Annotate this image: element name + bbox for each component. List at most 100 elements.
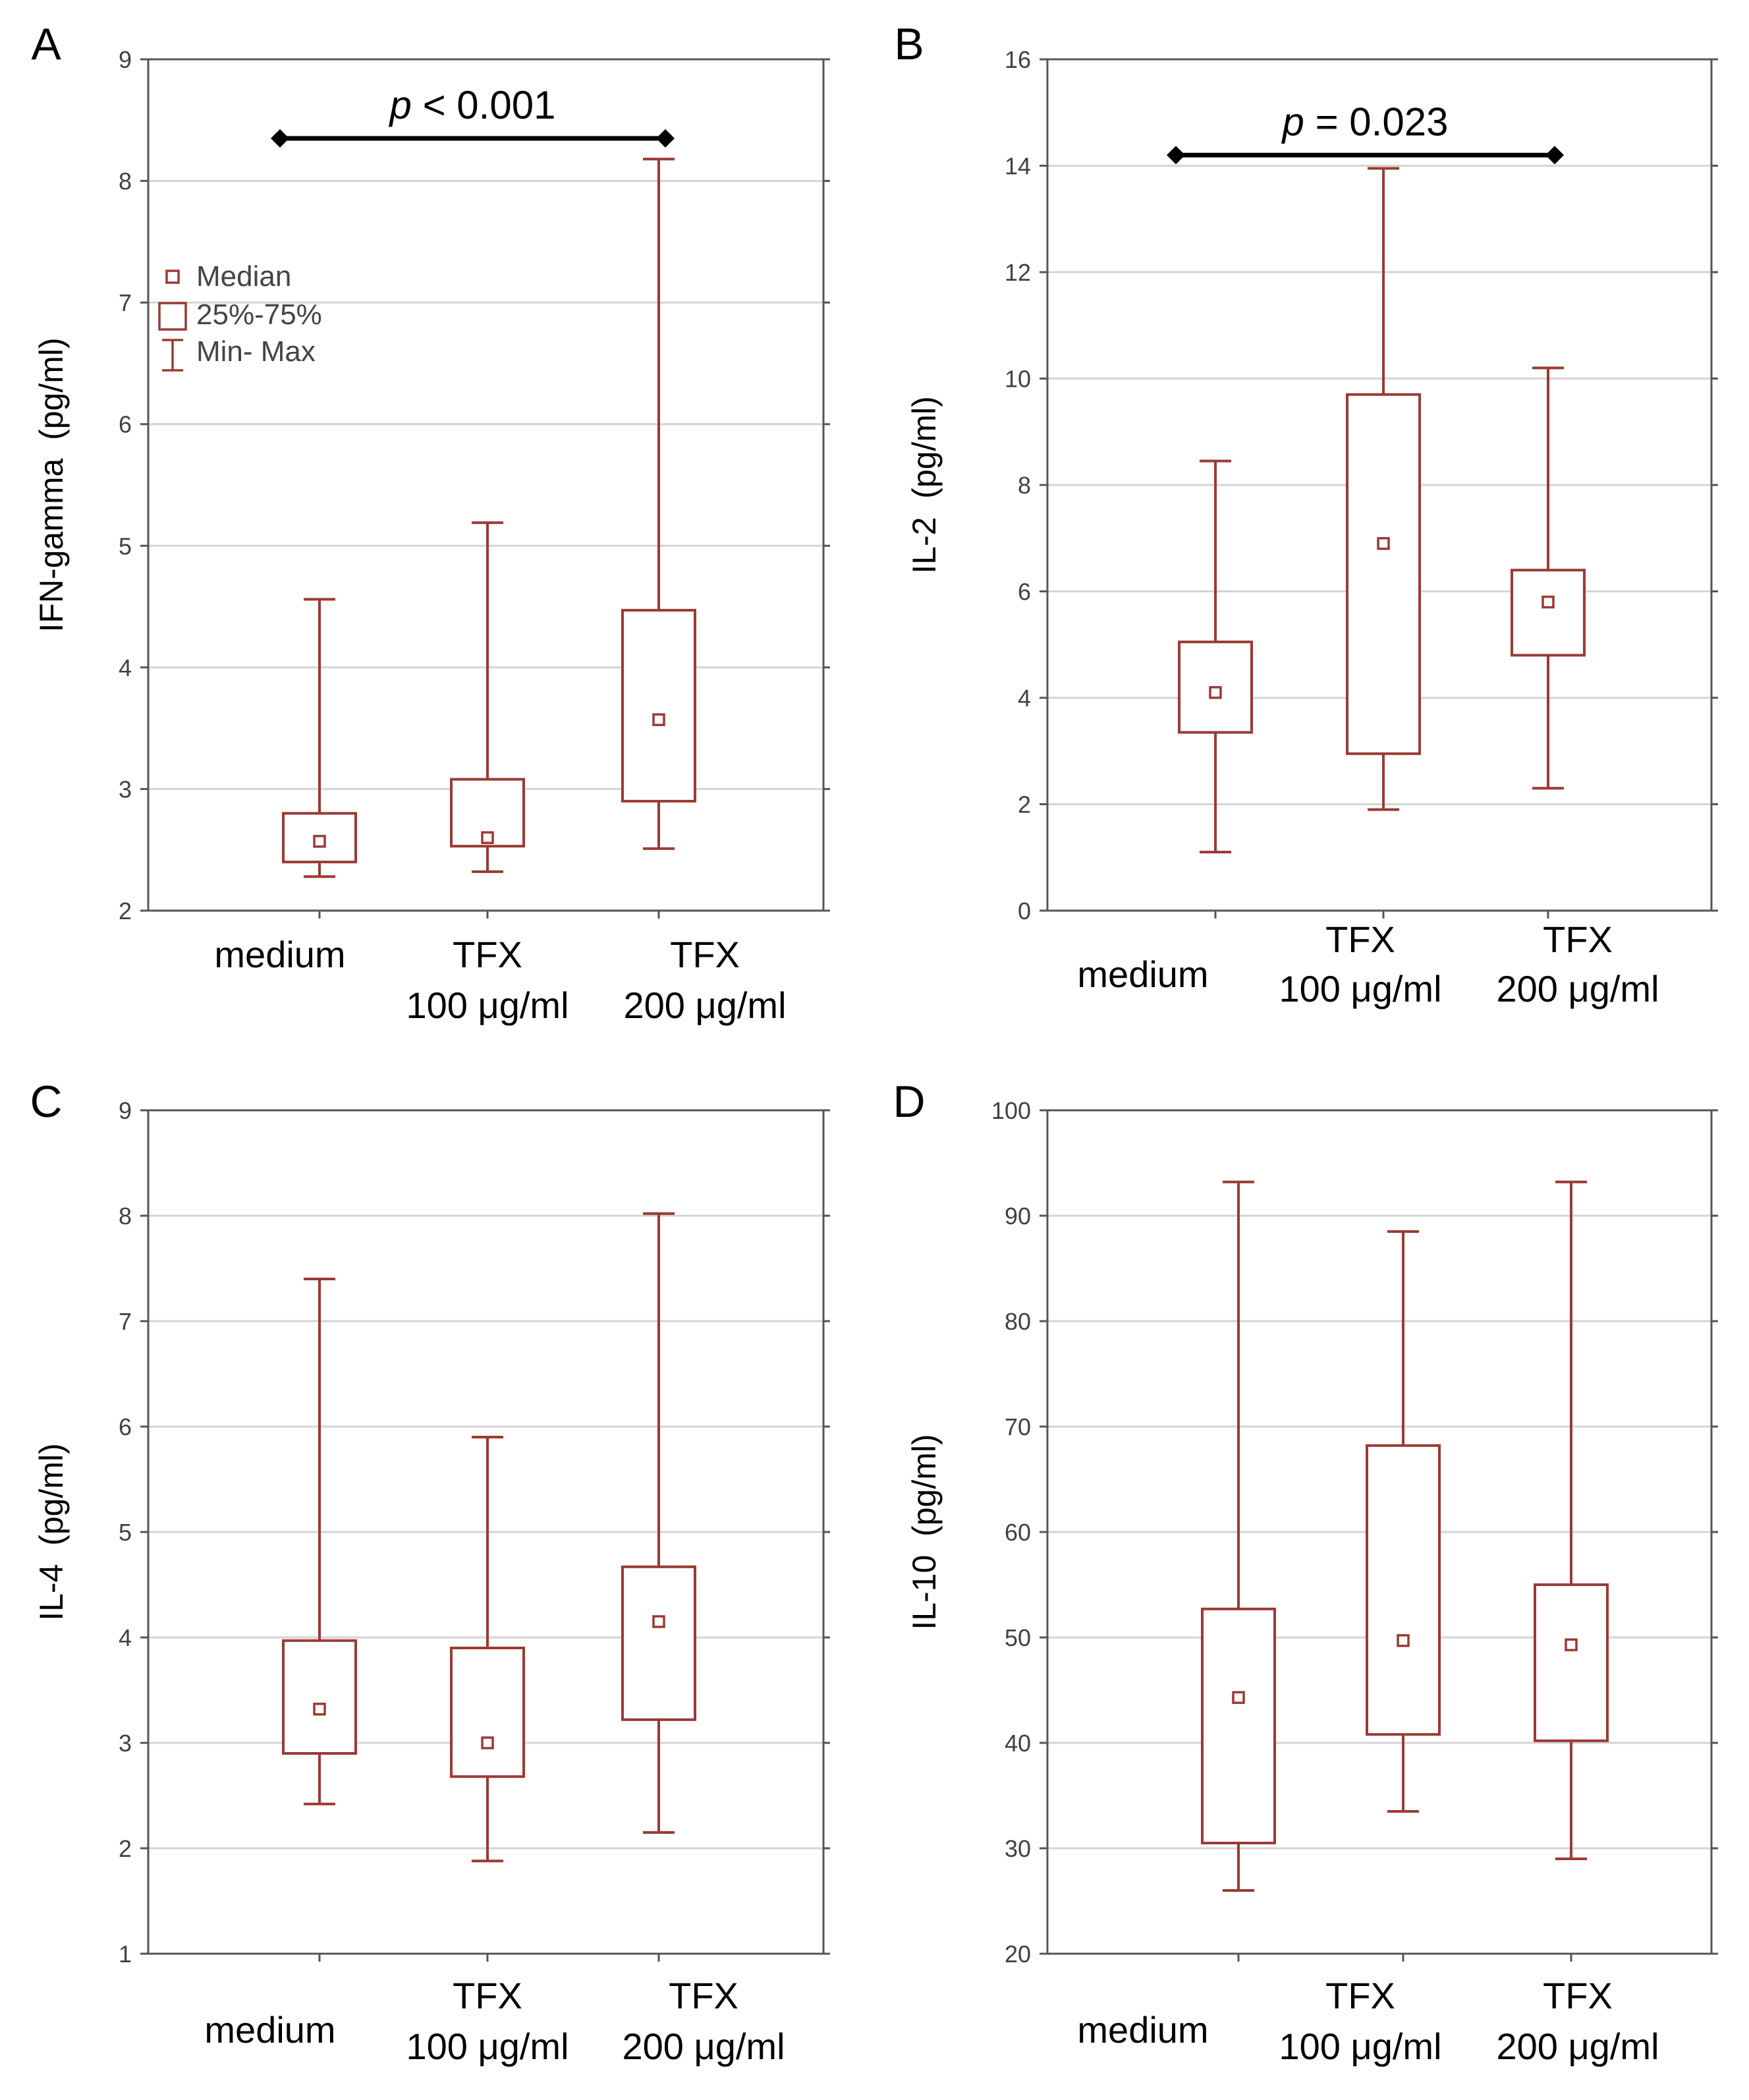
significance-bracket: p < 0.001 [271, 83, 675, 148]
category-label: TFX [1325, 919, 1395, 960]
legend-median-label: Median [196, 260, 291, 293]
panel-c: C 1 2 3 4 5 6 7 8 9 IL-4 (pg/ml) medium TFX 100 μg/ml… [30, 1077, 830, 2067]
significance-end-left [271, 128, 289, 148]
y-tick-label: 10 [1005, 366, 1031, 393]
iqr-box [621, 609, 696, 803]
median-marker [313, 835, 326, 848]
category-label: TFX [670, 934, 740, 975]
y-tick-label: 14 [1005, 153, 1031, 180]
category-label: medium [214, 934, 345, 975]
category-label: 100 μg/ml [406, 984, 569, 1026]
significance-end-right [656, 128, 675, 148]
median-marker [652, 1615, 665, 1628]
p-value-label: p < 0.001 [389, 83, 556, 127]
median-marker [1397, 1634, 1410, 1647]
y-axis-label: IL-2 (pg/ml) [906, 396, 943, 574]
category-label: medium [1077, 953, 1208, 995]
y-tick-label: 60 [1005, 1519, 1031, 1546]
legend-box-label: 25%-75% [196, 298, 322, 331]
y-tick-label: 12 [1005, 259, 1031, 286]
iqr-box [1511, 569, 1586, 657]
median-marker [652, 713, 665, 726]
box-1 [282, 598, 357, 878]
y-axis-label: IL-10 (pg/ml) [906, 1434, 943, 1630]
box-3 [1511, 366, 1586, 790]
legend-box-swatch [158, 302, 187, 331]
y-tick-label: 100 [991, 1097, 1031, 1124]
box-1 [1201, 1180, 1276, 1892]
y-tick-label: 6 [1018, 579, 1031, 606]
y-tick-label: 90 [1005, 1203, 1031, 1230]
category-label: 100 μg/ml [1279, 968, 1441, 1009]
category-label: TFX [1325, 1975, 1395, 2016]
y-tick-label: 4 [1018, 685, 1031, 712]
box-3 [621, 1212, 696, 1834]
median-marker [1541, 595, 1555, 609]
box-2 [450, 1436, 525, 1863]
significance-end-right [1545, 146, 1564, 165]
plot-frame [147, 58, 825, 912]
y-tick-label: 80 [1005, 1308, 1031, 1335]
y-tick-label: 3 [119, 776, 132, 803]
p-value-symbol: p [389, 83, 412, 127]
significance-end-left [1167, 146, 1185, 165]
category-label: medium [204, 2009, 335, 2051]
y-tick-label: 40 [1005, 1730, 1031, 1757]
y-tick-label: 7 [119, 1308, 132, 1335]
panel-letter: C [30, 1077, 62, 1127]
legend-median-swatch [165, 270, 180, 284]
category-label: 100 μg/ml [406, 2026, 569, 2067]
y-tick-label: 50 [1005, 1624, 1031, 1651]
median-marker [481, 831, 494, 845]
y-axis-label: IL-4 (pg/ml) [33, 1443, 70, 1621]
category-label: TFX [453, 934, 522, 975]
y-tick-label: 5 [119, 532, 132, 559]
y-axis-label: IFN-gamma (pg/ml) [33, 337, 70, 632]
box-2 [450, 521, 525, 873]
y-tick-label: 8 [119, 1203, 132, 1230]
legend-whisker-label: Min- Max [196, 335, 316, 368]
y-tick-label: 20 [1005, 1941, 1031, 1968]
category-label: TFX [1543, 919, 1613, 960]
median-marker [1377, 537, 1390, 550]
y-tick-label: 3 [119, 1730, 132, 1757]
category-label: 200 μg/ml [623, 984, 786, 1026]
y-tick-label: 0 [1018, 897, 1031, 924]
panel-a: A 2 3 4 5 6 7 8 9 IFN-gamma (pg/ml) medium TFX 100 μ… [31, 19, 830, 1026]
legend: Median 25%-75% Min- Max [158, 260, 322, 372]
category-label: TFX [1543, 1975, 1613, 2016]
category-label: TFX [453, 1975, 522, 2016]
y-tick-label: 2 [119, 1835, 132, 1862]
y-tick-label: 2 [119, 897, 132, 924]
y-tick-label: 16 [1005, 46, 1031, 73]
y-tick-label: 8 [119, 168, 132, 195]
iqr-box [450, 1647, 525, 1778]
iqr-box [1366, 1444, 1441, 1736]
category-label: 200 μg/ml [622, 2026, 785, 2067]
p-value-symbol: p [1281, 99, 1304, 144]
median-marker [1232, 1691, 1245, 1704]
y-tick-label: 70 [1005, 1413, 1031, 1440]
median-marker [313, 1703, 326, 1716]
y-tick-label: 7 [119, 289, 132, 316]
p-value-text: < 0.001 [412, 83, 556, 127]
y-tick-label: 30 [1005, 1835, 1031, 1862]
median-marker [1565, 1638, 1578, 1651]
iqr-box [621, 1565, 696, 1721]
y-tick-label: 6 [119, 411, 132, 438]
y-tick-label: 9 [119, 46, 132, 73]
median-marker [481, 1736, 494, 1749]
y-tick-label: 1 [119, 1941, 132, 1968]
iqr-box [1346, 393, 1421, 755]
y-tick-label: 8 [1018, 472, 1031, 499]
median-marker [1209, 686, 1222, 699]
category-label: TFX [669, 1975, 738, 2016]
category-label: 200 μg/ml [1496, 2026, 1659, 2067]
y-tick-label: 4 [119, 1624, 132, 1651]
panel-b: B 0 2 4 6 8 10 12 14 16 IL-2 (pg/ml) medium TFX 100 μ… [894, 19, 1718, 1009]
y-tick-label: 2 [1018, 791, 1031, 818]
category-label: 200 μg/ml [1496, 968, 1659, 1009]
category-label: 100 μg/ml [1279, 2026, 1441, 2067]
box-2 [1366, 1230, 1441, 1813]
